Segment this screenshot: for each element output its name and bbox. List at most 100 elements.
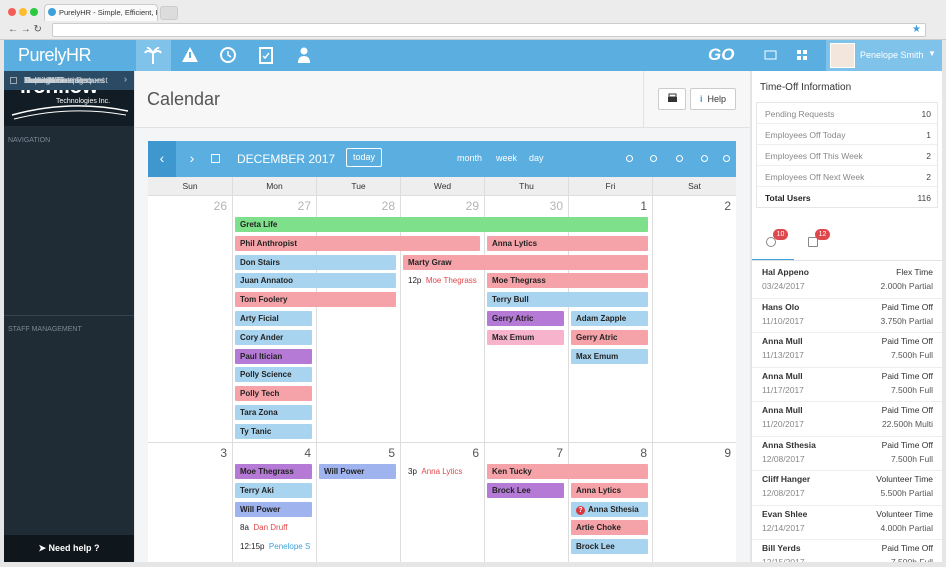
- event[interactable]: Artie Choke: [571, 520, 648, 536]
- request-row[interactable]: Hans Olo Paid Time Off 11/10/2017 3.750h Pa…: [752, 299, 942, 333]
- event[interactable]: Gerry Atric: [487, 311, 564, 326]
- clipboard-icon[interactable]: [251, 40, 281, 71]
- nav-label: Account Settings: [24, 75, 88, 85]
- user-menu[interactable]: Penelope Smith ▼: [826, 40, 942, 71]
- nav-arrows[interactable]: ← → ↻: [8, 24, 42, 35]
- page-header: Calendar i Help: [135, 71, 750, 128]
- logo[interactable]: PurelyHR: [18, 45, 92, 65]
- request-date: 11/20/2017: [762, 419, 804, 429]
- nav-heading: NAVIGATION: [8, 137, 51, 144]
- toolbar-icon[interactable]: [650, 155, 657, 162]
- min-dot[interactable]: [19, 8, 27, 16]
- grid-icon[interactable]: [796, 49, 810, 61]
- request-type: Paid Time Off: [881, 336, 933, 346]
- card-icon[interactable]: [764, 49, 778, 61]
- address-bar[interactable]: [52, 23, 926, 37]
- panel-tab[interactable]: 12: [808, 229, 838, 253]
- event[interactable]: Polly Tech: [235, 386, 312, 402]
- event[interactable]: Max Emum: [487, 329, 564, 345]
- day-cell: [400, 196, 484, 442]
- event[interactable]: Arty Ficial: [235, 311, 312, 326]
- event[interactable]: Tom Foolery: [235, 292, 396, 308]
- new-tab[interactable]: [160, 6, 178, 20]
- nav-item[interactable]: Email Announcement: [4, 71, 134, 90]
- event-time: 12:15p: [240, 542, 265, 552]
- event[interactable]: Adam Zapple: [571, 311, 648, 326]
- event[interactable]: Paul Itician: [235, 348, 312, 364]
- timed-event[interactable]: 8a Dan Druff: [235, 520, 312, 535]
- nav-chevron: ›: [124, 74, 127, 84]
- bookmark-star[interactable]: ★: [912, 24, 921, 35]
- print-button[interactable]: [658, 88, 686, 110]
- event[interactable]: Tara Zona: [235, 405, 312, 420]
- event[interactable]: Moe Thegrass: [235, 464, 312, 479]
- max-dot[interactable]: [30, 8, 38, 16]
- event[interactable]: Brock Lee: [571, 539, 648, 555]
- close-dot[interactable]: [8, 8, 16, 16]
- event-name: Will Power: [240, 504, 281, 514]
- today-button[interactable]: today: [346, 148, 382, 167]
- browser-tab[interactable]: PurelyHR - Simple, Efficient, H: [44, 4, 158, 21]
- request-row[interactable]: Anna Mull Paid Time Off 11/20/2017 22.500h …: [752, 402, 942, 437]
- nav-label: Email Announcement: [24, 75, 105, 85]
- day-cell: [316, 196, 400, 442]
- event[interactable]: Marty Graw: [403, 254, 648, 270]
- event[interactable]: Will Power: [235, 501, 312, 517]
- view-button[interactable]: month: [457, 153, 483, 163]
- tab-active[interactable]: [136, 40, 171, 71]
- event[interactable]: Ty Tanic: [235, 423, 312, 439]
- timed-event[interactable]: 3p Anna Lytics: [403, 464, 480, 479]
- event-name: Artie Choke: [576, 523, 621, 533]
- help-button[interactable]: i Help: [690, 88, 736, 110]
- event[interactable]: Ken Tucky: [487, 464, 648, 479]
- event[interactable]: Moe Thegrass: [487, 273, 648, 289]
- clock-icon[interactable]: [213, 40, 243, 71]
- nav-label: Reports: [24, 75, 54, 85]
- event[interactable]: Polly Science: [235, 367, 312, 383]
- event-time: 12p: [408, 276, 422, 286]
- event[interactable]: Gerry Atric: [571, 329, 648, 345]
- user-tie-icon[interactable]: [289, 40, 319, 71]
- timed-event[interactable]: 12p Moe Thegrass: [403, 273, 480, 288]
- toolbar-icon[interactable]: [676, 155, 683, 162]
- event[interactable]: ? Anna Sthesia: [571, 501, 648, 517]
- next-button[interactable]: ›: [189, 150, 195, 166]
- request-name: Evan Shlee: [762, 508, 808, 519]
- event[interactable]: Terry Aki: [235, 482, 312, 498]
- event[interactable]: Cory Ander: [235, 329, 312, 345]
- request-date: 12/08/2017: [762, 488, 805, 498]
- event[interactable]: Max Emum: [571, 348, 648, 364]
- toolbar-icon[interactable]: [701, 155, 708, 162]
- request-row[interactable]: Anna Mull Paid Time Off 11/17/2017 7.500h F…: [752, 368, 942, 402]
- timeoff-panel: Time-Off Information Pending Requests 10 E…: [751, 71, 942, 562]
- request-row[interactable]: Evan Shlee Volunteer Time 12/14/2017 4.000h…: [752, 506, 942, 540]
- event[interactable]: Don Stairs: [235, 254, 396, 270]
- alert-icon[interactable]: [175, 40, 205, 71]
- request-row[interactable]: Cliff Hanger Volunteer Time 12/08/2017 5.50…: [752, 471, 942, 506]
- event[interactable]: Will Power: [319, 464, 396, 479]
- day-cell: [568, 443, 652, 562]
- event[interactable]: Brock Lee: [487, 482, 564, 498]
- help-bar[interactable]: ➤ Need help ?: [4, 535, 134, 562]
- prev-button[interactable]: ‹: [148, 141, 176, 177]
- request-row[interactable]: Anna Mull Paid Time Off 11/13/2017 7.500h F…: [752, 333, 942, 368]
- request-row[interactable]: Anna Sthesia Paid Time Off 12/08/2017 7.500…: [752, 437, 942, 471]
- event[interactable]: Terry Bull: [487, 292, 648, 308]
- toolbar-icon[interactable]: [723, 155, 730, 162]
- view-button[interactable]: week: [496, 153, 518, 163]
- event-name: Adam Zapple: [576, 314, 627, 323]
- event[interactable]: Anna Lytics: [571, 482, 648, 498]
- panel-tab[interactable]: 10: [766, 229, 796, 253]
- request-row[interactable]: Hal Appeno Flex Time 03/24/2017 2.000h Part…: [752, 264, 942, 299]
- event[interactable]: Juan Annatoo: [235, 273, 396, 289]
- timed-event[interactable]: 12:15p Penelope S: [235, 539, 312, 554]
- calendar-icon[interactable]: [211, 154, 220, 163]
- event[interactable]: Anna Lytics: [487, 235, 648, 251]
- event[interactable]: Greta Life: [235, 217, 648, 232]
- toolbar-icon[interactable]: [626, 155, 633, 162]
- go-logo[interactable]: GO: [708, 45, 735, 64]
- event-name: Terry Aki: [240, 485, 274, 495]
- view-button[interactable]: day: [529, 153, 544, 163]
- request-row[interactable]: Bill Yerds Paid Time Off 12/15/2017 7.500h …: [752, 540, 942, 562]
- event[interactable]: Phil Anthropist: [235, 235, 480, 251]
